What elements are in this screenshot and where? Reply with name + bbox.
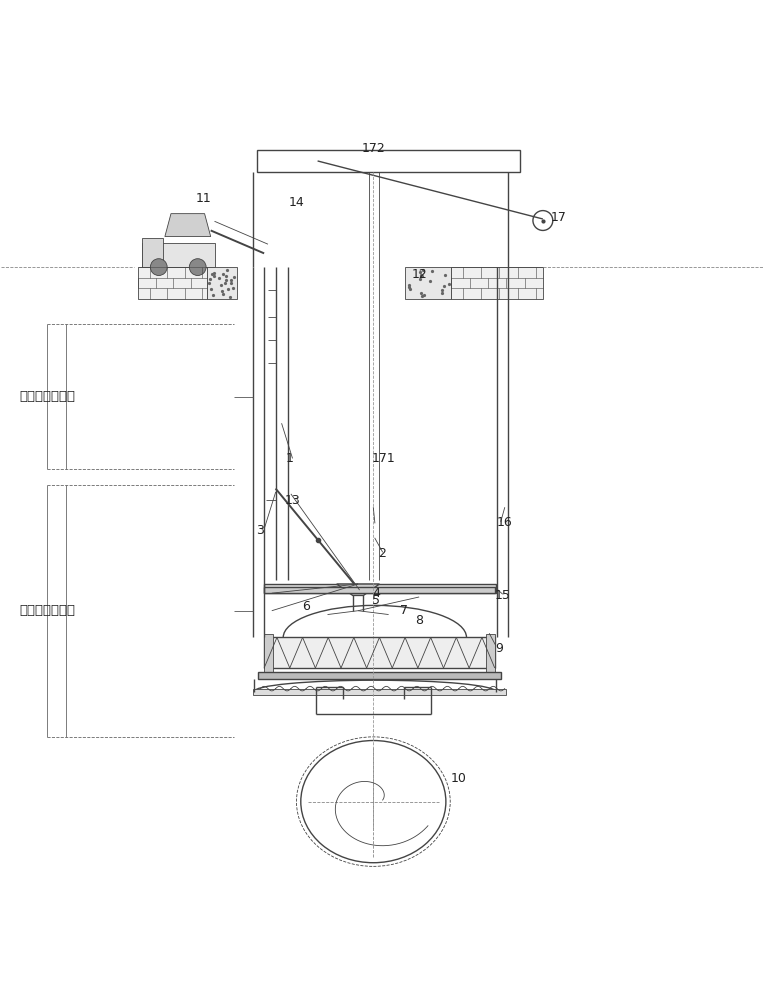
Text: 11: 11 <box>195 192 211 205</box>
Text: 筒体滑膜作业区: 筒体滑膜作业区 <box>20 390 76 403</box>
Text: 2: 2 <box>379 547 386 560</box>
Bar <box>142 238 164 267</box>
Bar <box>252 689 506 695</box>
Text: 16: 16 <box>496 516 513 529</box>
Text: 12: 12 <box>412 268 427 281</box>
Text: 15: 15 <box>494 589 510 602</box>
Text: 172: 172 <box>361 142 386 155</box>
Bar <box>264 584 496 593</box>
Bar <box>142 243 214 267</box>
Bar <box>405 267 451 299</box>
Text: 13: 13 <box>285 493 301 506</box>
Text: 171: 171 <box>372 452 396 465</box>
Bar <box>138 267 207 299</box>
Text: 1: 1 <box>285 452 293 465</box>
Text: 主筒衬砌作业区: 主筒衬砌作业区 <box>20 604 76 617</box>
Text: 9: 9 <box>496 642 503 655</box>
Polygon shape <box>337 584 379 595</box>
Bar <box>207 267 237 299</box>
Text: 8: 8 <box>415 614 423 627</box>
Bar <box>264 587 495 593</box>
Text: 14: 14 <box>289 196 304 209</box>
Text: 6: 6 <box>302 600 310 613</box>
Bar <box>256 150 520 172</box>
Circle shape <box>189 259 206 275</box>
Text: 10: 10 <box>451 772 467 785</box>
Text: 7: 7 <box>400 604 408 617</box>
Bar <box>486 634 495 672</box>
Text: 17: 17 <box>550 211 566 224</box>
Bar <box>258 672 501 679</box>
Text: 3: 3 <box>256 524 264 537</box>
Circle shape <box>151 259 168 275</box>
Bar <box>451 267 543 299</box>
Text: 5: 5 <box>373 594 380 607</box>
Bar <box>264 634 273 672</box>
Polygon shape <box>165 214 210 237</box>
Text: 4: 4 <box>373 587 380 600</box>
Bar <box>264 637 495 668</box>
